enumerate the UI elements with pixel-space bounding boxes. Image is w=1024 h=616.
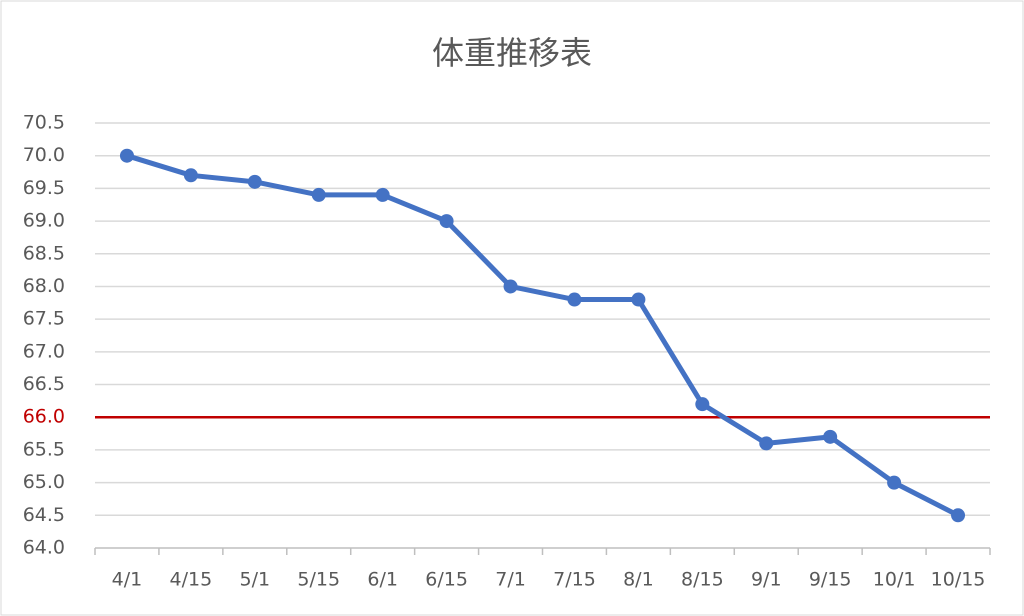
- y-tick-label: 65.5: [23, 438, 65, 460]
- y-tick-label: 67.0: [23, 340, 65, 362]
- point: [311, 187, 326, 202]
- y-tick-label: 64.5: [23, 504, 65, 526]
- x-tick-label: 9/15: [809, 569, 852, 591]
- x-tick-label: 5/15: [297, 569, 340, 591]
- x-tick-label: 6/1: [367, 569, 398, 591]
- x-tick-label: 7/1: [495, 569, 526, 591]
- chart-title: 体重推移表: [432, 34, 592, 72]
- x-tick-label: 10/15: [931, 569, 986, 591]
- y-tick-label: 66.0: [23, 406, 65, 428]
- y-tick-label: 68.0: [23, 275, 65, 297]
- point: [823, 429, 838, 444]
- y-tick-label: 69.5: [23, 177, 65, 199]
- x-tick-label: 6/15: [425, 569, 468, 591]
- y-tick-label: 65.0: [23, 471, 65, 493]
- point: [247, 174, 262, 189]
- point: [567, 292, 582, 307]
- x-tick-label: 4/15: [170, 569, 213, 591]
- x-tick-label: 8/15: [681, 569, 724, 591]
- y-tick-label: 68.5: [23, 242, 65, 264]
- point: [695, 397, 710, 412]
- series-line: [126, 153, 960, 518]
- point: [631, 292, 646, 307]
- x-tick-label: 10/1: [873, 569, 916, 591]
- y-tick-label: 67.5: [23, 308, 65, 330]
- y-tick-label: 66.5: [23, 373, 65, 395]
- point: [375, 187, 390, 202]
- point: [887, 475, 902, 490]
- point: [119, 148, 134, 163]
- x-tick-label: 4/1: [112, 569, 143, 591]
- x-tick-label: 8/1: [623, 569, 654, 591]
- point: [503, 279, 518, 294]
- x-tick-label: 9/1: [751, 569, 782, 591]
- y-tick-label: 69.0: [23, 210, 65, 232]
- point: [439, 214, 454, 229]
- point: [183, 168, 198, 183]
- y-tick-label: 64.0: [23, 537, 65, 559]
- x-tick-label: 5/1: [240, 569, 271, 591]
- point: [759, 436, 774, 451]
- point: [951, 508, 966, 523]
- y-tick-label: 70.0: [23, 144, 65, 166]
- x-tick-label: 7/15: [553, 569, 596, 591]
- y-tick-label: 70.5: [23, 112, 65, 134]
